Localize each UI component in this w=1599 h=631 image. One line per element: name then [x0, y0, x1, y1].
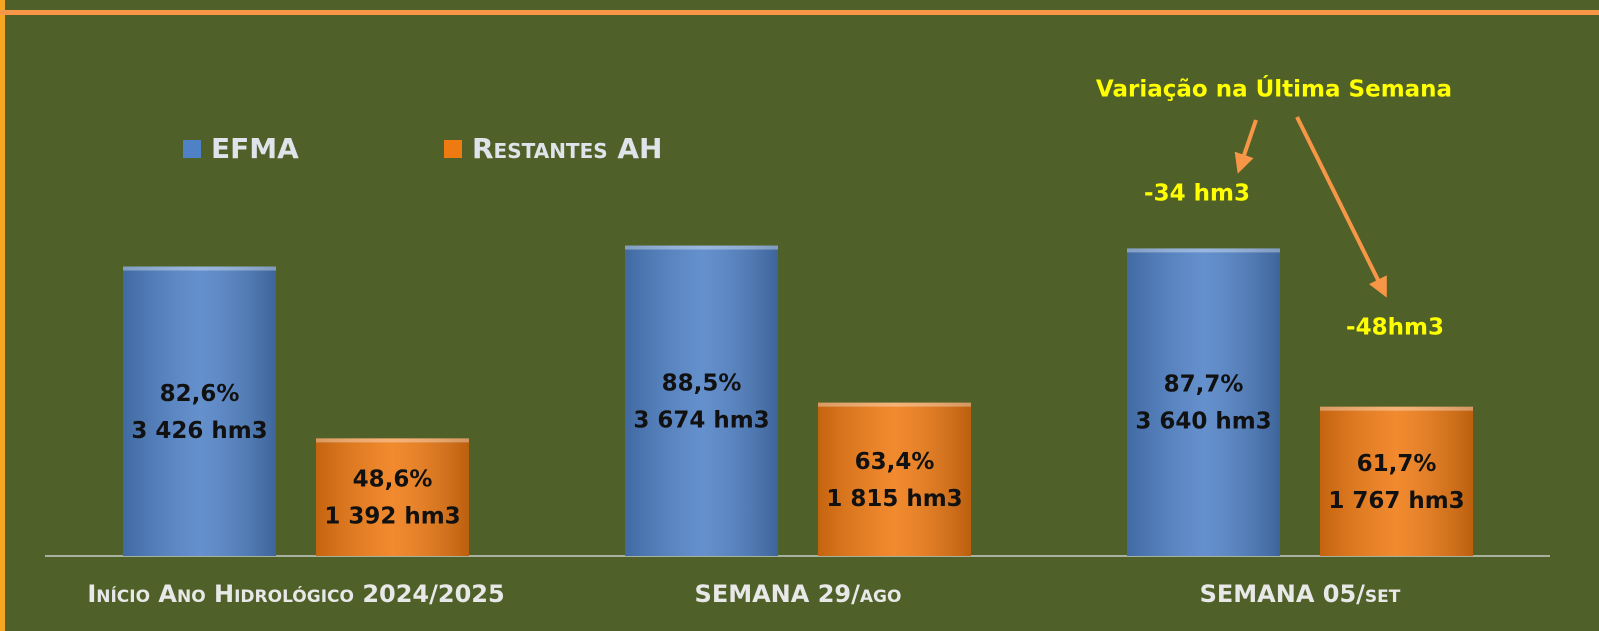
value-label: 1 815 hm3: [826, 486, 962, 512]
annotation-title: Variação na Última Semana: [1096, 75, 1452, 103]
legend-swatch: [183, 140, 201, 158]
legend-label: Restantes AH: [472, 132, 663, 165]
legend-label: EFMA: [211, 132, 299, 165]
x-tick-label: Início Ano Hidrológico 2024/2025: [87, 580, 504, 608]
bar-top: [316, 438, 469, 443]
value-label: 3 640 hm3: [1135, 409, 1271, 435]
value-label: 3 426 hm3: [131, 418, 267, 444]
bar-shade: [1320, 406, 1473, 556]
value-label: 1 392 hm3: [324, 504, 460, 530]
bar-top: [818, 402, 971, 407]
arrow: [1295, 116, 1387, 298]
bar-top: [1320, 406, 1473, 411]
bar-top: [123, 266, 276, 271]
bar-shade: [818, 402, 971, 556]
percentage-label: 87,7%: [1164, 372, 1244, 398]
bar-shade: [625, 245, 778, 556]
percentage-label: 88,5%: [662, 370, 742, 396]
x-tick-label: SEMANA 29/ago: [695, 580, 902, 608]
percentage-label: 82,6%: [160, 381, 240, 407]
left-border: [0, 0, 5, 631]
bar-top: [1127, 248, 1280, 253]
legend-swatch: [444, 140, 462, 158]
value-label: 1 767 hm3: [1328, 488, 1464, 514]
annotation: -34 hm3: [1144, 181, 1250, 207]
annotation: -48hm3: [1346, 315, 1444, 341]
arrow: [1234, 119, 1258, 174]
top-border: [0, 10, 1599, 15]
percentage-label: 48,6%: [353, 467, 433, 493]
bar-top: [625, 245, 778, 250]
bar-shade: [316, 438, 469, 556]
x-tick-label: SEMANA 05/set: [1200, 580, 1401, 608]
bar-shade: [1127, 248, 1280, 557]
percentage-label: 63,4%: [855, 449, 935, 475]
value-label: 3 674 hm3: [633, 407, 769, 433]
bar-shade: [123, 266, 276, 556]
percentage-label: 61,7%: [1357, 451, 1437, 477]
